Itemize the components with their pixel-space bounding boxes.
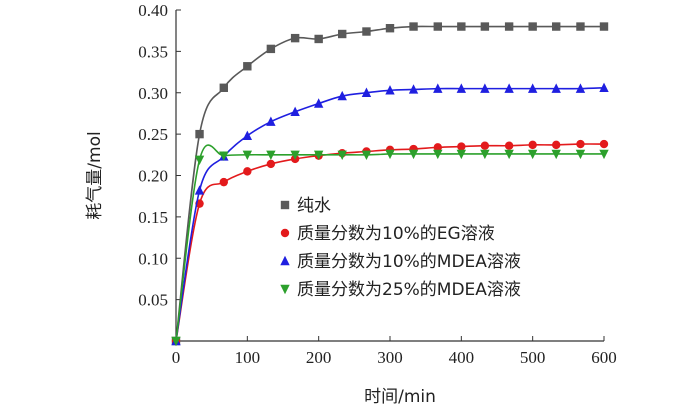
series-layer — [171, 22, 609, 347]
data-point — [408, 84, 419, 94]
data-point — [433, 149, 443, 160]
data-point — [194, 185, 205, 195]
series-4 — [171, 144, 609, 347]
data-point — [457, 22, 466, 31]
data-point — [504, 22, 514, 31]
data-point — [456, 149, 467, 160]
x-axis-title: 时间/min — [364, 387, 436, 407]
data-point — [599, 22, 609, 31]
data-point — [266, 44, 276, 54]
data-point — [362, 27, 371, 36]
data-point — [599, 139, 609, 149]
data-point — [576, 139, 585, 149]
y-tick-label: 0.05 — [138, 291, 168, 310]
data-point — [456, 83, 467, 93]
data-point — [313, 150, 324, 161]
data-point — [408, 149, 419, 160]
data-point — [433, 143, 442, 152]
legend-label: 质量分数为25%的MDEA溶液 — [297, 280, 521, 300]
x-tick-label: 300 — [377, 348, 403, 367]
x-tick-label: 100 — [235, 348, 261, 367]
y-tick-label: 0.30 — [138, 84, 168, 103]
data-point — [243, 167, 252, 176]
data-point — [242, 130, 253, 140]
data-point — [599, 149, 609, 160]
data-point — [266, 116, 276, 126]
data-point — [551, 149, 561, 160]
data-point — [219, 177, 228, 187]
data-point — [242, 150, 253, 161]
data-point — [266, 150, 276, 161]
legend-marker — [280, 284, 290, 295]
data-point — [480, 83, 490, 93]
legend: 纯水质量分数为10%的EG溶液质量分数为10%的MDEA溶液质量分数为25%的M… — [280, 196, 521, 300]
data-point — [337, 150, 347, 161]
data-point — [480, 22, 490, 31]
y-axis-title: 耗气量/mol — [85, 131, 105, 219]
data-point — [528, 22, 537, 31]
data-point — [290, 106, 300, 116]
y-tick-label: 0.35 — [138, 42, 168, 61]
data-point — [385, 24, 395, 33]
y-tick-label: 0.40 — [138, 1, 168, 20]
y-tick-label: 0.25 — [138, 125, 168, 144]
data-point — [527, 149, 538, 160]
data-point — [527, 83, 538, 93]
data-point — [504, 149, 514, 160]
x-tick-label: 400 — [449, 348, 475, 367]
legend-label: 质量分数为10%的EG溶液 — [297, 224, 495, 244]
series-line — [175, 86, 605, 342]
data-point — [528, 140, 537, 150]
data-point — [552, 22, 561, 31]
data-point — [457, 142, 466, 151]
legend-marker — [280, 200, 290, 210]
data-point — [361, 150, 372, 161]
data-point — [433, 83, 443, 93]
data-point — [195, 129, 204, 139]
x-tick-label: 500 — [520, 348, 546, 367]
data-point — [504, 141, 514, 150]
y-tick-label: 0.15 — [138, 208, 168, 227]
data-point — [290, 33, 300, 43]
legend-label: 质量分数为10%的MDEA溶液 — [297, 252, 521, 272]
x-tick-label: 600 — [591, 348, 617, 367]
data-point — [575, 149, 586, 160]
data-point — [171, 336, 181, 347]
data-point — [599, 82, 609, 92]
data-point — [243, 62, 252, 71]
legend-marker — [280, 255, 290, 266]
data-point — [338, 29, 347, 39]
legend-label: 纯水 — [297, 196, 331, 216]
data-point — [313, 98, 324, 108]
data-point — [290, 150, 300, 161]
data-point — [361, 87, 372, 97]
data-point — [219, 83, 228, 92]
y-tick-label: 0.10 — [138, 249, 168, 268]
data-point — [314, 34, 323, 44]
data-point — [551, 83, 561, 93]
data-point — [194, 155, 205, 165]
data-point — [219, 151, 229, 161]
data-point — [385, 85, 395, 95]
y-tick-label: 0.20 — [138, 167, 168, 186]
data-point — [575, 83, 586, 93]
x-tick-label: 0 — [172, 348, 181, 367]
data-point — [504, 83, 514, 93]
data-point — [576, 22, 585, 31]
ticks: 0 100 200 300 400 500 600 0.05 0.10 0.15 0.20 0.25 0… — [138, 1, 617, 367]
series-3 — [171, 82, 609, 346]
legend-marker — [280, 228, 290, 238]
data-point — [337, 90, 347, 101]
x-tick-label: 200 — [306, 348, 332, 367]
data-point — [409, 22, 418, 31]
data-point — [266, 159, 276, 169]
data-point — [385, 149, 395, 160]
data-point — [480, 141, 490, 150]
data-point — [480, 149, 490, 160]
data-point — [552, 140, 561, 150]
data-point — [433, 22, 442, 31]
